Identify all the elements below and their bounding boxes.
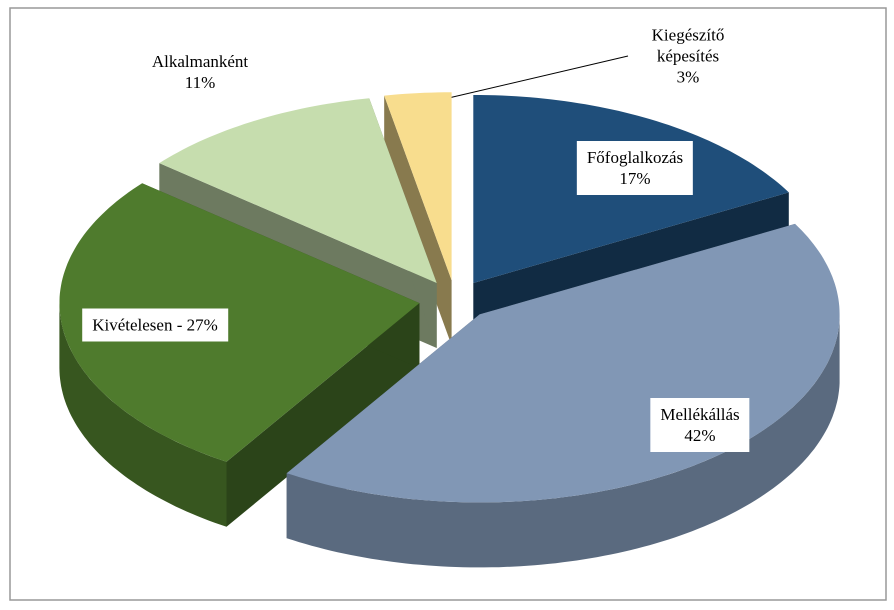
label-line: Kivételesen - 27% [92, 315, 218, 335]
slice-wall [286, 314, 840, 568]
data-label: Mellékállás 42% [650, 398, 750, 452]
slice-top [59, 183, 420, 462]
label-line: Mellékállás [660, 405, 740, 424]
slice-wall [59, 303, 227, 527]
data-label: Alkalmanként 11% [152, 51, 248, 93]
slice-top [159, 98, 437, 283]
label-line: Kiegészítő [651, 25, 725, 45]
label-line: képesítés [656, 46, 720, 66]
slice-top [384, 92, 452, 281]
data-label: Kivételesen - 27% [82, 308, 228, 342]
label-line: 42% [684, 426, 716, 445]
slice-side [226, 303, 420, 527]
slice [59, 183, 420, 527]
label-line: Alkalmanként [151, 52, 249, 71]
data-label: Főfoglalkozás 17% [576, 141, 694, 195]
label-line: 11% [184, 73, 216, 92]
label-line: 3% [676, 67, 700, 87]
data-label: Kiegészítő képesítés 3% [652, 25, 725, 88]
label-line: 17% [619, 169, 651, 188]
label-line: Főfoglalkozás [586, 148, 684, 167]
leader-line [439, 55, 629, 101]
